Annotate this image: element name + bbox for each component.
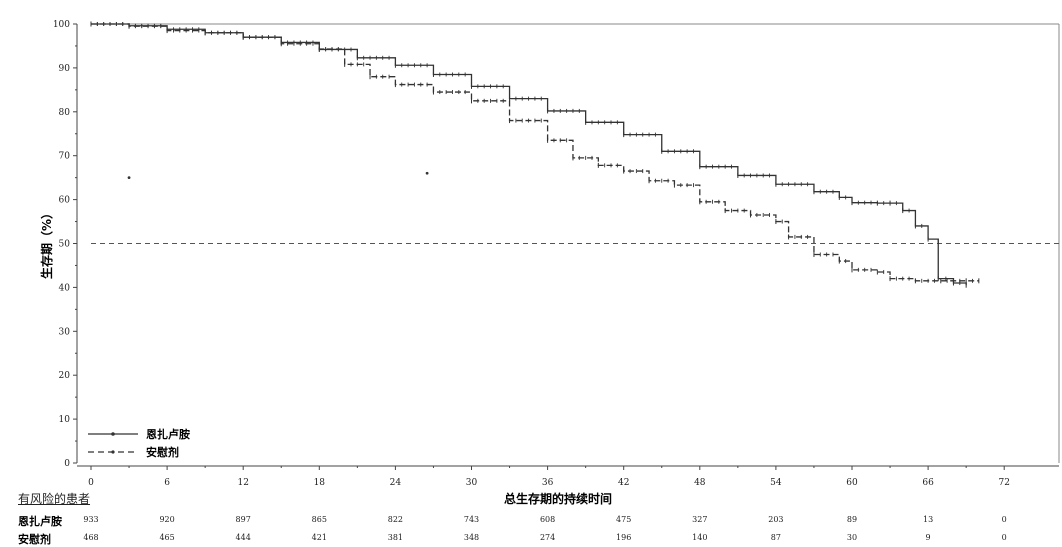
x-tick-label: 66 xyxy=(922,478,934,488)
x-tick-label: 36 xyxy=(542,478,554,488)
y-axis-title: 生存期（%） xyxy=(39,207,54,279)
x-tick-label: 6 xyxy=(164,478,170,488)
x-tick-label: 42 xyxy=(618,478,629,488)
x-tick-label: 60 xyxy=(846,478,858,488)
risk-value-row1: 89 xyxy=(846,515,858,524)
x-tick-label: 12 xyxy=(237,478,248,488)
risk-value-row2: 421 xyxy=(311,533,327,542)
outlier-point xyxy=(425,171,429,175)
risk-value-row2: 468 xyxy=(83,533,99,542)
series-line-1 xyxy=(91,23,967,286)
risk-value-row2: 140 xyxy=(692,533,708,542)
risk-value-row2: 274 xyxy=(539,533,556,542)
risk-value-row1: 0 xyxy=(1001,515,1007,524)
risk-value-row1: 327 xyxy=(692,515,708,524)
risk-value-row2: 348 xyxy=(463,533,480,542)
risk-value-row1: 822 xyxy=(387,515,404,524)
risk-value-row2: 30 xyxy=(846,533,858,542)
x-tick-label: 24 xyxy=(390,478,402,488)
risk-value-row2: 444 xyxy=(235,533,251,542)
outlier-point xyxy=(127,176,131,180)
x-axis-title: 总生存期的持续时间 xyxy=(504,491,612,506)
risk-value-row1: 933 xyxy=(83,515,99,524)
x-tick-label: 0 xyxy=(88,478,94,488)
y-tick-label: 10 xyxy=(59,415,71,425)
y-tick-label: 90 xyxy=(59,64,71,74)
y-tick-label: 70 xyxy=(59,152,71,162)
risk-value-row1: 13 xyxy=(923,515,934,524)
axes-layer: 0 10 20 30 40 50 60 70 80 90 100 0 6 12 18 24 30 36 42 48 54… xyxy=(53,20,1060,488)
y-tick-label: 0 xyxy=(64,459,70,469)
risk-value-row2: 465 xyxy=(159,533,175,542)
risk-row-label-2: 安慰剂 xyxy=(18,533,51,546)
legend: 恩扎卢胺 安慰剂 xyxy=(88,427,190,459)
risk-value-row1: 608 xyxy=(539,515,556,524)
legend-label-series-2: 安慰剂 xyxy=(146,445,179,459)
risk-value-row1: 203 xyxy=(768,515,784,524)
series-layer xyxy=(90,21,980,288)
y-tick-label: 30 xyxy=(59,327,71,337)
x-tick-label: 48 xyxy=(694,478,706,488)
risk-value-row2: 196 xyxy=(616,533,632,542)
y-tick-label: 100 xyxy=(53,20,70,30)
x-tick-label: 54 xyxy=(770,478,782,488)
x-tick-label: 30 xyxy=(466,478,478,488)
risk-value-row1: 743 xyxy=(463,515,480,524)
risk-value-row2: 9 xyxy=(925,533,931,542)
risk-value-row2: 0 xyxy=(1001,533,1007,542)
risk-value-row1: 920 xyxy=(159,515,175,524)
y-tick-label: 80 xyxy=(59,108,71,118)
risk-value-row2: 381 xyxy=(387,533,404,542)
legend-label-series-1: 恩扎卢胺 xyxy=(146,427,190,441)
risk-value-row1: 475 xyxy=(616,515,632,524)
x-tick-label: 72 xyxy=(998,478,1009,488)
legend-marker-series-1 xyxy=(111,432,115,436)
risk-table-title: 有风险的患者 xyxy=(18,492,91,506)
y-tick-label: 40 xyxy=(59,283,71,293)
x-tick-label: 18 xyxy=(314,478,326,488)
risk-value-row1: 865 xyxy=(311,515,327,524)
y-tick-label: 20 xyxy=(59,371,71,381)
y-tick-label: 60 xyxy=(59,196,71,206)
legend-marker-series-2 xyxy=(111,450,115,454)
y-tick-label: 50 xyxy=(59,240,71,250)
risk-row-label-1: 恩扎卢胺 xyxy=(18,515,62,528)
risk-value-row2: 87 xyxy=(770,533,781,542)
series-line-2 xyxy=(91,23,979,282)
risk-value-row1: 897 xyxy=(235,515,251,524)
